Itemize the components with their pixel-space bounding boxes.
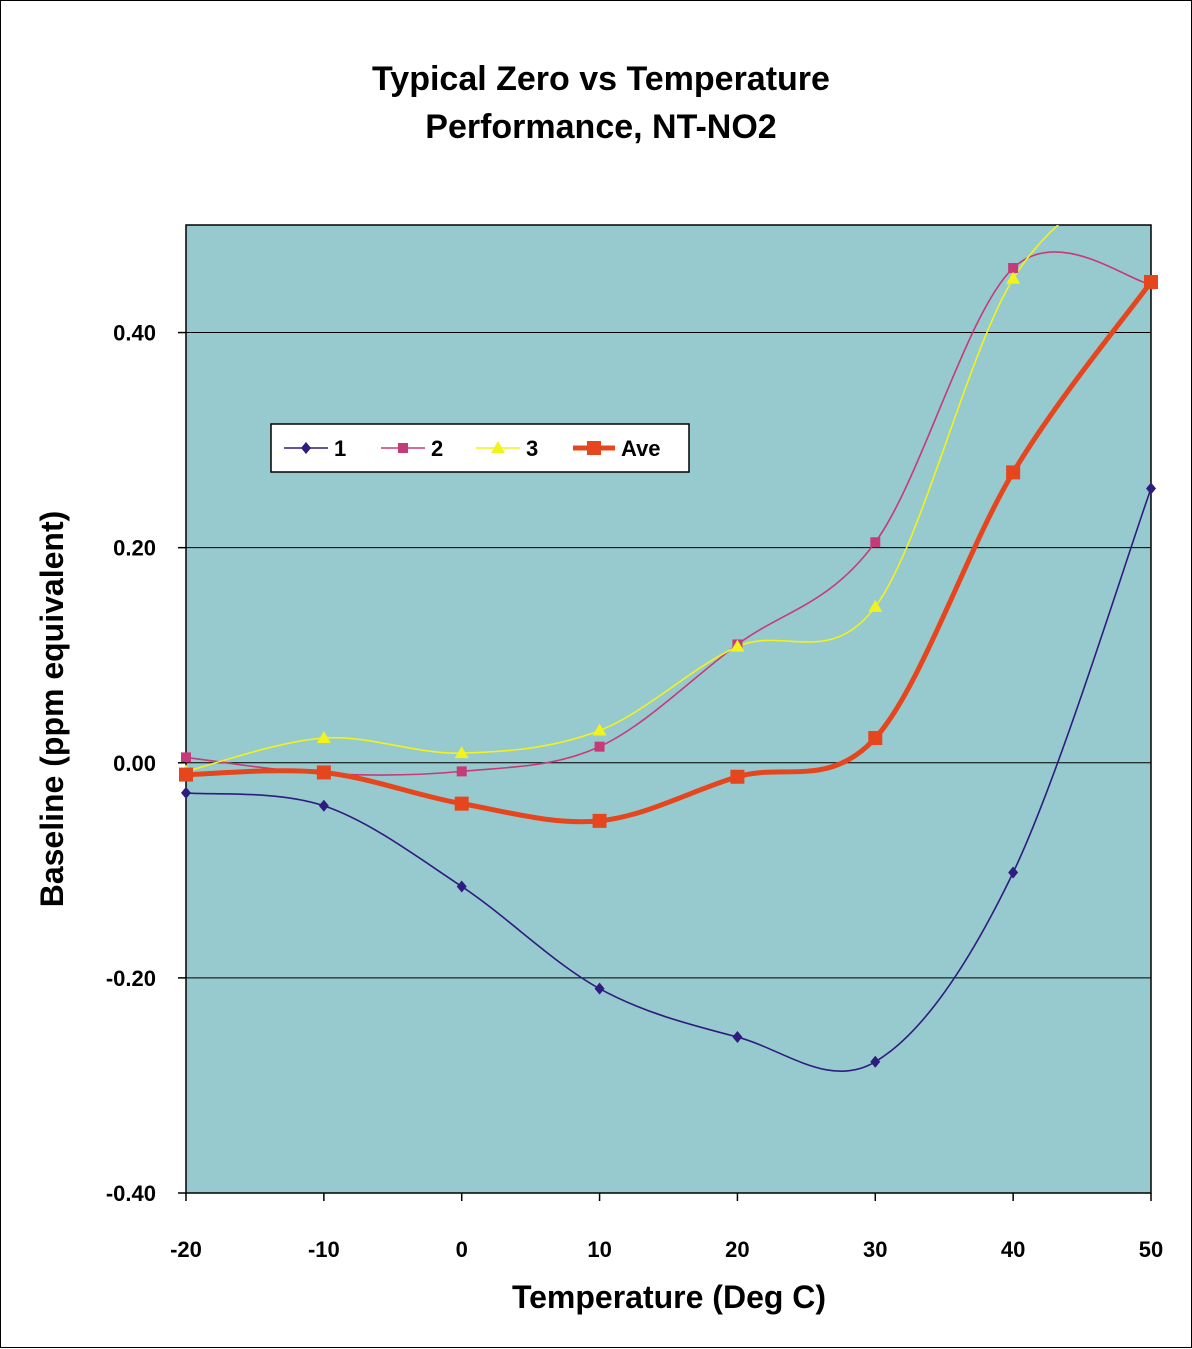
series-2-point <box>1008 263 1019 274</box>
y-tick-label: -0.40 <box>106 1181 156 1206</box>
series-1-point <box>732 1031 743 1044</box>
chart-title-line-1: Typical Zero vs Temperature <box>372 60 830 98</box>
x-axis-title: Temperature (Deg C) <box>512 1279 826 1315</box>
series-Ave-point <box>1006 465 1021 480</box>
legend-label-1: 1 <box>334 436 346 461</box>
x-tick-label: 30 <box>863 1237 887 1262</box>
series-1-point <box>181 786 191 799</box>
series-1-point <box>870 1055 881 1068</box>
x-tick-label: -10 <box>308 1237 340 1262</box>
y-tick-label: 0.00 <box>113 751 156 776</box>
series-3-point <box>730 639 745 652</box>
x-tick-label: 20 <box>725 1237 749 1262</box>
series-line-2 <box>186 251 1151 776</box>
y-tick-label: 0.20 <box>113 536 156 561</box>
legend-marker-Ave <box>587 441 601 455</box>
y-tick-label: 0.40 <box>113 321 156 346</box>
series-1-point <box>1146 482 1156 495</box>
marker-layer <box>179 263 1158 1068</box>
series-3-point <box>1006 271 1021 284</box>
series-line-1 <box>186 488 1151 1072</box>
series-3-point <box>868 599 883 612</box>
axes: -0.40 -0.20 0.00 0.20 0.40 -20 -10 0 10 20 30 40 50 <box>106 321 1163 1262</box>
y-axis-title: Baseline (ppm equivalent) <box>34 511 70 908</box>
legend-label-3: 3 <box>526 436 538 461</box>
legend-marker-3 <box>491 441 505 453</box>
series-1-point <box>1008 866 1019 879</box>
series-3-point <box>592 723 607 736</box>
series-1-point <box>594 982 605 995</box>
series-2-point <box>456 766 467 777</box>
legend-marker-2 <box>398 443 408 453</box>
series-Ave-point <box>1144 275 1158 290</box>
series-Ave-point <box>592 813 607 828</box>
x-tick-label: 10 <box>587 1237 611 1262</box>
legend-label-Ave: Ave <box>621 436 661 461</box>
grid-lines <box>186 332 1151 979</box>
y-tick-label: -0.20 <box>106 966 156 991</box>
series-Ave-point <box>316 765 331 780</box>
x-tick-label: 40 <box>1001 1237 1025 1262</box>
series-2-point <box>870 537 881 548</box>
series-Ave-point <box>179 767 193 782</box>
legend-items: 1 2 3 Ave <box>284 436 661 461</box>
legend-marker-1 <box>301 442 311 454</box>
x-tick-label: -20 <box>170 1237 202 1262</box>
series-1-point <box>456 880 467 893</box>
series-Ave-point <box>730 769 745 784</box>
series-1-point <box>318 799 329 812</box>
series-2-point <box>181 752 191 763</box>
legend: 1 2 3 Ave <box>270 423 690 473</box>
chart-title-line-2: Performance, NT-NO2 <box>425 108 776 146</box>
x-tick-label: 50 <box>1139 1237 1163 1262</box>
series-3-point <box>454 746 469 759</box>
legend-label-2: 2 <box>431 436 443 461</box>
series-3-point <box>316 731 331 744</box>
series-2-point <box>594 741 605 752</box>
series-Ave-point <box>868 731 883 746</box>
plot-area <box>185 224 1152 1194</box>
x-tick-label: 0 <box>456 1237 468 1262</box>
series-Ave-point <box>454 796 469 811</box>
